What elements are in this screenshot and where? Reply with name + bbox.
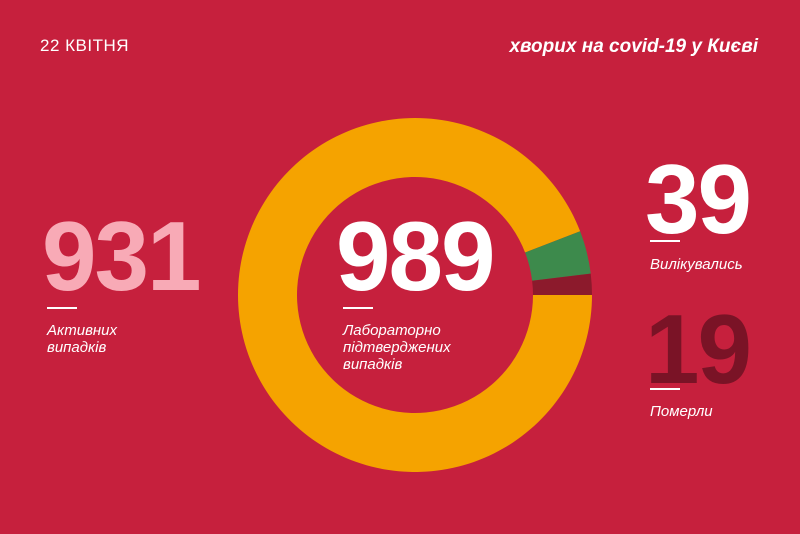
donut-slice	[525, 231, 591, 281]
active-label: Активних випадків	[47, 322, 118, 356]
donut-slice	[238, 118, 592, 473]
recovered-count: 39	[645, 144, 752, 254]
date: 22 КВІТНЯ	[40, 36, 130, 55]
divider	[47, 307, 77, 309]
total-count: 989	[336, 201, 496, 311]
divider	[343, 307, 373, 309]
divider	[650, 240, 680, 242]
active-count: 931	[42, 201, 202, 311]
total-label: Лабораторно підтверджених випадків	[343, 322, 451, 373]
deaths-label: Померли	[650, 403, 713, 420]
deaths-count: 19	[645, 294, 752, 404]
recovered-label: Вилікувались	[650, 256, 743, 273]
donut-slice	[532, 273, 592, 295]
chart-title: хворих на covid-19 у Києві	[509, 36, 758, 57]
divider	[650, 388, 680, 390]
